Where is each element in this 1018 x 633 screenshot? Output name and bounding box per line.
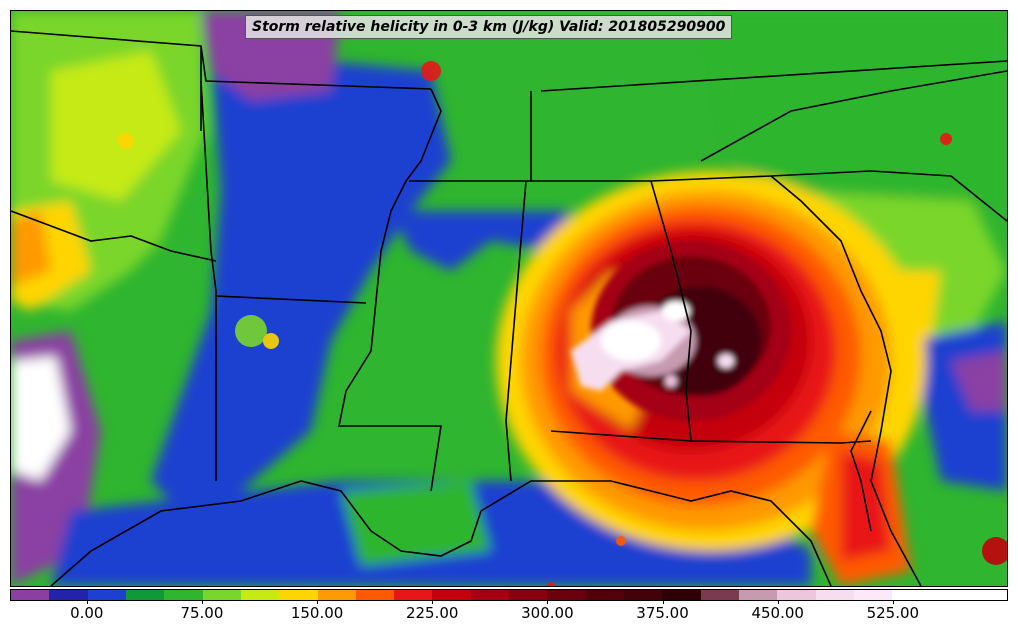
colorbar-tick-label: 150.00 (290, 604, 344, 622)
colorbar-tick-label: 525.00 (866, 604, 920, 622)
colorbar-tick (777, 600, 779, 604)
colorbar-segment (202, 590, 241, 600)
colorbar-segment (11, 590, 50, 600)
storm-core (571, 241, 791, 421)
map-title: Storm relative helicity in 0-3 km (J/kg)… (245, 15, 733, 39)
colorbar-segment (279, 590, 318, 600)
colorbar-segment (853, 590, 893, 600)
colorbar-segment (547, 590, 586, 600)
colorbar-segment (240, 590, 280, 600)
colorbar-tick-label: 225.00 (405, 604, 459, 622)
colorbar-segment (432, 590, 471, 600)
colorbar-segment (777, 590, 816, 600)
colorbar-tick-label: 75.00 (180, 604, 224, 622)
colorbar-segment (585, 590, 624, 600)
colorbar-ticks: 0.00 75.00 150.00 225.00 300.00 375.00 450.00 5… (10, 600, 1008, 630)
colorbar-segment (317, 590, 356, 600)
colorbar-segment (87, 590, 126, 600)
colorbar-segment (624, 590, 663, 600)
colorbar-segment (662, 590, 701, 600)
colorbar-tick-label: 0.00 (70, 604, 104, 622)
colorbar-segment (700, 590, 739, 600)
colorbar-segment (164, 590, 203, 600)
map-panel (10, 10, 1008, 587)
colorbar-tick (317, 600, 319, 604)
colorbar-segment (509, 590, 548, 600)
colorbar-tick-label: 375.00 (636, 604, 689, 622)
colorbar-segment (930, 590, 969, 600)
colorbar-tick (892, 600, 894, 604)
boundaries (11, 30, 1007, 586)
colorbar-segment (49, 590, 88, 600)
colorbar-tick-label: 450.00 (751, 604, 804, 622)
colorbar-segment (470, 590, 510, 600)
colorbar-segment (355, 590, 395, 600)
colorbar-segment (738, 590, 778, 600)
field-speckles (118, 61, 1007, 586)
colorbar-tick (432, 600, 434, 604)
colorbar-segment (968, 590, 1008, 600)
colorbar-tick (547, 600, 549, 604)
colorbar-tick (86, 600, 88, 604)
colorbar-tick (662, 600, 664, 604)
colorbar-tick (201, 600, 203, 604)
helicity-field-map (11, 11, 1007, 586)
colorbar-segment (394, 590, 433, 600)
colorbar-tick-label: 300.00 (521, 604, 574, 622)
colorbar-segment (815, 590, 854, 600)
colorbar (10, 589, 1008, 601)
colorbar-segment (125, 590, 165, 600)
colorbar-segment (892, 590, 931, 600)
